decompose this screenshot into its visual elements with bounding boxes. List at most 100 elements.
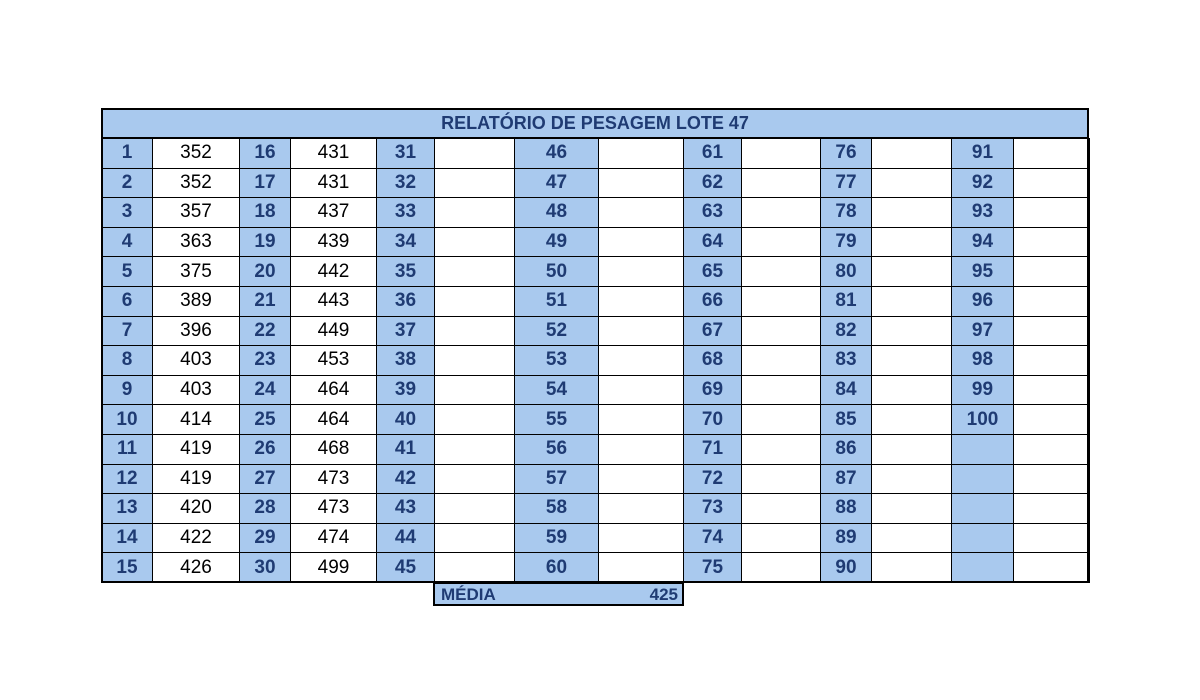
weight-cell: 414	[152, 404, 240, 435]
row-number: 83	[820, 345, 872, 376]
weight-cell: 431	[290, 167, 377, 199]
row-number: 19	[239, 226, 291, 258]
row-number: 3	[101, 197, 153, 228]
row-number: 55	[514, 404, 599, 435]
row-number: 2	[101, 167, 153, 199]
row-number: 92	[951, 167, 1014, 199]
weight-cell	[741, 167, 821, 199]
row-number: 4	[101, 226, 153, 258]
row-number: 68	[683, 345, 742, 376]
row-number: 9	[101, 374, 153, 406]
weight-cell: 403	[152, 345, 240, 376]
row-number: 43	[376, 493, 435, 524]
weight-cell	[741, 404, 821, 435]
weight-cell	[1013, 434, 1090, 465]
weight-cell	[871, 463, 952, 495]
row-number: 1	[101, 138, 153, 169]
weight-cell	[1013, 404, 1090, 435]
weight-cell	[741, 286, 821, 317]
row-number: 62	[683, 167, 742, 199]
row-number: 13	[101, 493, 153, 524]
weight-cell	[741, 493, 821, 524]
row-number: 35	[376, 256, 435, 287]
weight-cell: 443	[290, 286, 377, 317]
row-number: 22	[239, 315, 291, 347]
row-number: 57	[514, 463, 599, 495]
weight-cell	[741, 138, 821, 169]
row-number: 66	[683, 286, 742, 317]
weight-cell: 403	[152, 374, 240, 406]
weight-cell	[598, 463, 684, 495]
row-number: 25	[239, 404, 291, 435]
weight-cell	[434, 167, 515, 199]
row-number: 90	[820, 552, 872, 583]
row-number: 45	[376, 552, 435, 583]
row-number: 10	[101, 404, 153, 435]
weight-cell	[598, 404, 684, 435]
row-number: 47	[514, 167, 599, 199]
weight-cell: 352	[152, 167, 240, 199]
row-number: 78	[820, 197, 872, 228]
weight-cell	[1013, 493, 1090, 524]
weight-cell	[1013, 463, 1090, 495]
weight-cell	[1013, 226, 1090, 258]
weight-cell	[1013, 256, 1090, 287]
row-number: 60	[514, 552, 599, 583]
weight-cell	[1013, 286, 1090, 317]
weight-cell: 426	[152, 552, 240, 583]
weight-cell	[434, 286, 515, 317]
row-number: 95	[951, 256, 1014, 287]
row-number: 39	[376, 374, 435, 406]
weight-cell	[434, 493, 515, 524]
row-number: 74	[683, 522, 742, 554]
row-number: 36	[376, 286, 435, 317]
row-number: 18	[239, 197, 291, 228]
weight-cell	[871, 522, 952, 554]
row-number: 29	[239, 522, 291, 554]
weight-cell	[741, 256, 821, 287]
row-number	[951, 463, 1014, 495]
row-number	[951, 552, 1014, 583]
weight-cell	[434, 552, 515, 583]
row-number: 65	[683, 256, 742, 287]
row-number: 42	[376, 463, 435, 495]
row-number: 63	[683, 197, 742, 228]
weight-cell: 437	[290, 197, 377, 228]
weight-cell	[434, 463, 515, 495]
weight-cell: 396	[152, 315, 240, 347]
weight-cell: 473	[290, 463, 377, 495]
weight-cell	[598, 493, 684, 524]
average-label: MÉDIA	[441, 585, 496, 604]
weight-cell	[1013, 345, 1090, 376]
weight-cell	[598, 374, 684, 406]
row-number: 59	[514, 522, 599, 554]
row-number: 33	[376, 197, 435, 228]
row-number: 93	[951, 197, 1014, 228]
weight-cell	[598, 256, 684, 287]
weight-cell	[598, 434, 684, 465]
weight-cell	[741, 374, 821, 406]
average-value: 425	[649, 585, 678, 604]
row-number: 100	[951, 404, 1014, 435]
row-number: 70	[683, 404, 742, 435]
row-number: 27	[239, 463, 291, 495]
weight-cell	[434, 404, 515, 435]
weight-cell: 464	[290, 374, 377, 406]
row-number: 99	[951, 374, 1014, 406]
row-number: 17	[239, 167, 291, 199]
weight-cell	[741, 463, 821, 495]
weight-cell	[871, 226, 952, 258]
row-number: 54	[514, 374, 599, 406]
weight-cell: 439	[290, 226, 377, 258]
row-number: 79	[820, 226, 872, 258]
weight-cell	[871, 404, 952, 435]
weight-cell: 449	[290, 315, 377, 347]
row-number: 58	[514, 493, 599, 524]
weight-cell	[434, 256, 515, 287]
weight-cell	[434, 197, 515, 228]
weight-cell	[1013, 374, 1090, 406]
row-number: 82	[820, 315, 872, 347]
weight-cell	[598, 345, 684, 376]
weight-cell	[598, 522, 684, 554]
